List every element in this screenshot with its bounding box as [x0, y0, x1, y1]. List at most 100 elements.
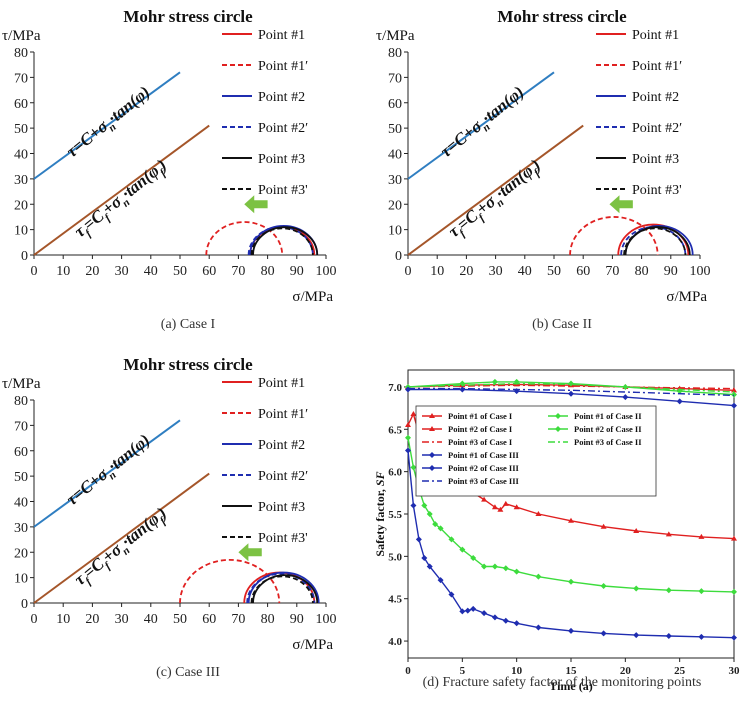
data-point [459, 546, 466, 553]
data-point [426, 511, 433, 517]
x-tick-label: 60 [202, 264, 216, 279]
legend-label: Point #2′ [258, 469, 308, 484]
data-point [491, 563, 498, 570]
legend-label: Point #2′ [258, 121, 308, 136]
y-tick-label: 30 [388, 173, 402, 188]
legend-label: Point #1 [258, 28, 305, 43]
mohr-circle [246, 572, 316, 604]
x-tick-label: 90 [290, 264, 304, 279]
x-tick-label: 20 [85, 264, 99, 279]
shift-arrow-icon [244, 195, 268, 214]
fracture-equation-label: τf=Cf+σn·tan(φf) [71, 155, 173, 244]
legend-label: Point #3 of Case I [448, 437, 513, 447]
data-point [535, 624, 542, 631]
data-point [568, 380, 574, 387]
data-point [555, 426, 561, 432]
series-line [407, 382, 735, 393]
x-tick-label: 0 [31, 264, 38, 279]
data-point [600, 583, 607, 589]
y-tick-label: 50 [14, 122, 28, 137]
panel-case-1: Mohr stress circle τ/MPa σ/MPa 0 10 20 30 40 50 6… [0, 0, 375, 348]
data-point [459, 380, 466, 387]
equation-subscript: f [103, 559, 114, 571]
data-point [502, 500, 509, 506]
x-tick-label: 100 [316, 264, 337, 279]
legend-label: Point #3' [632, 183, 682, 198]
legend-label: Point #3' [258, 183, 308, 198]
x-tick-label: 10 [430, 264, 444, 279]
data-point [421, 502, 428, 509]
data-point [491, 614, 498, 621]
x-axis-label: σ/MPa [666, 289, 707, 305]
y-tick-label: 70 [388, 71, 402, 86]
data-point [410, 464, 417, 471]
data-point [410, 411, 417, 417]
legend-label: Point #2 of Case III [448, 463, 520, 473]
data-point [568, 390, 574, 397]
equation-subscript: f [103, 211, 114, 223]
x-axis-label: Time (a) [549, 679, 592, 693]
equation-subscript: f [83, 575, 94, 587]
data-point [731, 391, 737, 398]
data-point [535, 573, 542, 580]
equation-part: ·tan(φ [118, 509, 163, 551]
fracture-equation-label: τf=Cf+σn·tan(φf) [71, 503, 173, 592]
data-point [568, 578, 574, 585]
data-point [731, 387, 737, 393]
data-point [665, 531, 672, 537]
chart-caption: (a) Case I [161, 317, 216, 332]
legend-label: Point #1′ [258, 407, 308, 422]
legend-label: Point #1′ [632, 59, 682, 74]
y-tick-label: 80 [14, 46, 28, 61]
x-axis-label: σ/MPa [292, 637, 333, 653]
x-tick-label: 80 [261, 612, 275, 627]
data-point [513, 568, 520, 575]
chart-title: Mohr stress circle [123, 355, 253, 374]
legend-label: Point #1 of Case III [448, 450, 520, 460]
x-tick-label: 10 [56, 264, 70, 279]
y-axis-label: τ/MPa [376, 28, 415, 44]
y-tick-label: 70 [14, 71, 28, 86]
y-tick-label: 10 [14, 572, 28, 587]
legend-label: Point #3 [258, 500, 305, 515]
strength-equation-label: τ=C+σn·tan(φ) [437, 82, 531, 164]
y-tick-label: 0 [21, 597, 28, 612]
series-line [408, 387, 735, 397]
mohr-circle [252, 226, 319, 256]
data-point [665, 587, 672, 594]
x-tick-label: 100 [316, 612, 337, 627]
y-tick-label: 50 [388, 122, 402, 137]
data-point [497, 506, 504, 512]
mohr-circle [205, 221, 284, 256]
strength-envelope-line [407, 71, 555, 180]
data-point [481, 610, 488, 617]
data-point [698, 533, 705, 539]
data-point [731, 634, 737, 641]
x-tick-label: 0 [405, 264, 412, 279]
y-tick-label: 60 [14, 97, 28, 112]
legend-label: Point #2 of Case I [448, 424, 513, 434]
data-point [568, 627, 574, 634]
mohr-circle [247, 226, 314, 256]
x-tick-label: 10 [56, 612, 70, 627]
strength-envelope-line [33, 419, 181, 528]
legend-label: Point #2 of Case II [574, 424, 642, 434]
mohr-circle [250, 575, 314, 604]
x-tick-label: 90 [290, 612, 304, 627]
x-tick-label: 30 [115, 612, 129, 627]
y-tick-label: 10 [388, 224, 402, 239]
legend-box [415, 405, 657, 497]
x-tick-label: 40 [518, 264, 532, 279]
data-point [665, 632, 672, 639]
data-point [481, 563, 488, 570]
equation-part: τ=C+σ [63, 116, 112, 161]
mohr-circle [620, 226, 687, 256]
equation-subscript: f [158, 167, 169, 179]
data-point [405, 434, 411, 441]
legend-label: Point #2 [632, 90, 679, 105]
y-tick-label: 30 [14, 173, 28, 188]
data-point [415, 536, 422, 543]
mohr-chart-case-1: Mohr stress circle τ/MPa σ/MPa 0 10 20 30 40 50 6… [2, 7, 337, 332]
data-point [426, 563, 433, 570]
legend-label: Point #1 of Case I [448, 411, 513, 421]
